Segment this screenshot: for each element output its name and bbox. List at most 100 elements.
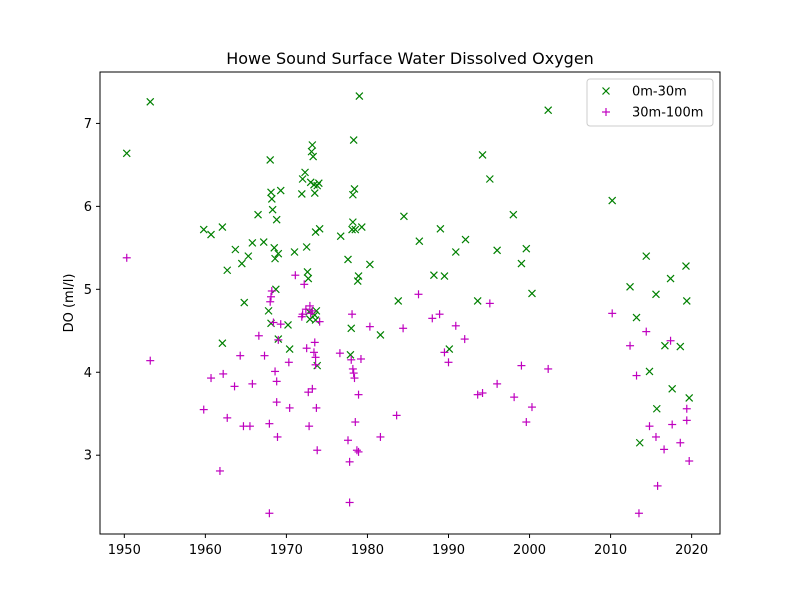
data-point [223,266,232,275]
data-point [668,420,677,429]
data-point [298,175,307,183]
data-point [376,432,385,441]
series-shallow [122,92,694,447]
y-tick-label: 3 [84,449,92,464]
data-point [399,212,408,221]
data-point [146,97,155,106]
data-point [311,316,320,324]
data-point [522,418,531,427]
y-tick-label: 4 [84,366,92,381]
data-point [682,262,690,271]
data-point [493,246,502,255]
data-point [273,432,282,441]
data-point [354,447,363,456]
data-point [199,405,208,414]
data-point [284,321,292,329]
data-point [310,189,319,198]
data-point [215,466,224,475]
y-tick-label: 5 [84,283,92,298]
data-point [274,249,283,258]
data-point [652,404,661,413]
data-point [336,232,345,241]
data-point [284,358,293,367]
data-point [392,411,401,420]
data-point [394,297,403,305]
data-point [310,338,319,347]
data-point [272,377,281,386]
data-point [682,404,691,413]
data-point [414,290,423,299]
data-point [429,271,438,280]
data-point [440,272,449,280]
data-point [544,364,553,373]
data-point [344,255,352,264]
data-point [269,318,278,327]
data-point [347,355,356,364]
data-point [223,413,232,422]
data-point [544,106,553,115]
legend-marker [602,108,610,116]
y-axis: 3 4 5 6 7 [84,117,100,464]
data-point [237,259,246,268]
data-point [313,446,322,455]
data-point [122,149,131,158]
data-point [528,289,536,298]
data-point [346,350,355,359]
data-point [517,361,526,370]
x-tick-label: 2020 [675,543,708,558]
data-point [348,364,357,373]
data-point [259,238,268,246]
data-point [642,252,651,261]
data-point [668,384,677,393]
data-point [207,374,216,383]
data-point [276,320,285,329]
data-point [312,403,321,412]
data-point [305,422,314,431]
data-point [265,509,274,518]
data-point [435,310,444,319]
data-point [399,324,408,333]
data-point [645,422,654,431]
data-point [608,309,617,318]
data-point [632,371,641,380]
data-point [335,349,344,358]
data-point [297,190,306,198]
data-point [349,136,358,144]
data-point [632,313,641,322]
data-point [350,185,359,193]
data-point [634,509,643,518]
data-point [245,422,254,431]
data-point [626,341,635,350]
data-point [473,297,482,305]
data-point [354,390,363,399]
data-point [493,379,502,388]
data-point [274,335,283,344]
data-point [444,358,453,367]
x-tick-label: 2000 [513,543,546,558]
data-point [146,356,155,365]
data-point [352,446,361,455]
data-point [271,254,279,263]
data-point [345,457,354,466]
data-point [272,398,281,407]
data-point [219,369,228,378]
data-point [451,248,460,256]
data-point [199,225,208,234]
data-point [478,388,487,397]
legend-label: 0m-30m [632,85,687,100]
x-tick-label: 2010 [594,543,627,558]
data-point [351,225,360,234]
x-tick-label: 1950 [108,543,141,558]
data-point [265,419,274,428]
data-point [309,152,318,161]
data-point [285,403,294,412]
data-point [301,305,310,314]
data-point [347,324,356,333]
y-tick-label: 6 [84,200,92,215]
data-point [266,297,275,306]
data-point [304,274,313,283]
data-point [314,179,323,188]
data-point [230,382,239,391]
data-point [350,374,359,383]
data-point [365,260,374,269]
